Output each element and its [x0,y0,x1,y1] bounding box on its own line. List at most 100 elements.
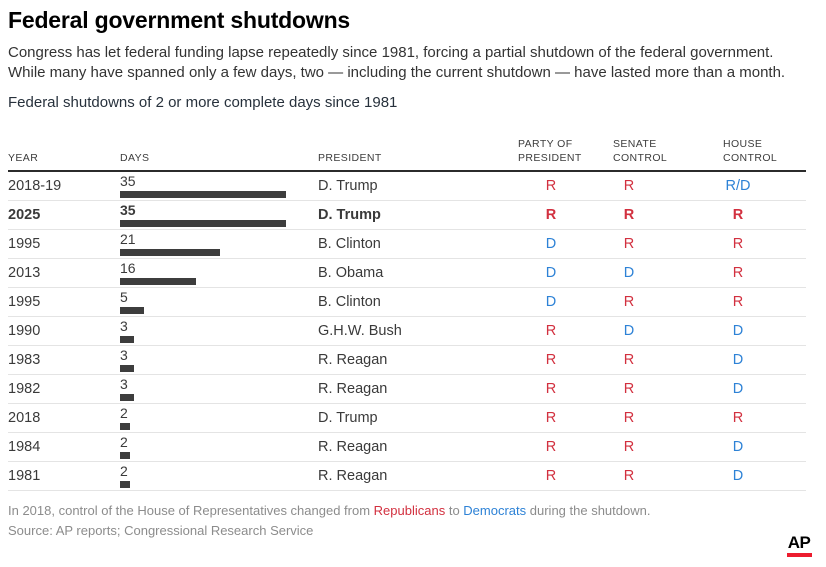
house-control-value: R [732,207,744,223]
days-cell: 2 [120,462,318,490]
president-cell: R. Reagan [318,439,388,455]
days-cell: 2 [120,404,318,432]
days-cell: 35 [120,172,318,200]
senate-control-cell: R [613,352,723,368]
house-control-value: D [732,439,744,455]
senate-control-value: R [623,439,635,455]
party-control-value: R [545,352,557,368]
senate-control-cell: D [613,323,723,339]
party-control-cell: R [518,410,613,426]
year-cell: 1981 [8,468,41,484]
party-control-cell: R [518,352,613,368]
table-row: 2025 35 D. Trump R R R [8,201,806,230]
ap-logo: AP [786,534,812,557]
days-cell: 3 [120,346,318,374]
senate-control-value: D [623,265,635,281]
senate-control-value: R [623,236,635,252]
senate-control-cell: R [613,294,723,310]
house-control-value: D [732,468,744,484]
table-row: 1981 2 R. Reagan R R D [8,462,806,491]
house-control-cell: D [723,468,806,484]
table-row: 1995 5 B. Clinton D R R [8,288,806,317]
chart-subtitle: Federal shutdowns of 2 or more complete … [8,94,398,111]
party-control-value: D [545,236,557,252]
party-control-value: R [545,410,557,426]
year-cell: 2013 [8,265,41,281]
days-cell: 2 [120,433,318,461]
days-cell: 5 [120,288,318,316]
days-value: 3 [120,347,128,363]
senate-control-cell: R [613,381,723,397]
table-row: 1983 3 R. Reagan R R D [8,346,806,375]
table-body: 2018-19 35 D. Trump R R R/D 2025 35 D. Trump R R R 1… [8,172,806,491]
days-cell: 3 [120,375,318,403]
party-control-cell: R [518,439,613,455]
president-cell: B. Obama [318,265,384,281]
year-cell: 1984 [8,439,41,455]
year-cell: 2018-19 [8,178,62,194]
party-control-value: R [545,439,557,455]
senate-control-cell: R [613,207,723,223]
house-control-value: R [732,294,744,310]
party-control-cell: D [518,236,613,252]
days-bar [120,365,134,372]
house-control-cell: R [723,265,806,281]
senate-control-cell: D [613,265,723,281]
party-control-cell: R [518,381,613,397]
table-row: 2018 2 D. Trump R R R [8,404,806,433]
party-control-cell: R [518,207,613,223]
days-value: 35 [120,202,136,218]
days-value: 3 [120,376,128,392]
house-control-cell: R [723,410,806,426]
party-control-cell: D [518,265,613,281]
column-header-senate: SENATE CONTROL [613,138,668,164]
days-cell: 3 [120,317,318,345]
year-cell: 1990 [8,323,41,339]
party-control-value: R [545,178,557,194]
days-cell: 16 [120,259,318,287]
house-control-cell: R [723,207,806,223]
table-row: 1984 2 R. Reagan R R D [8,433,806,462]
footnote-text: In 2018, control of the House of Represe… [8,503,374,518]
party-control-value: R [545,381,557,397]
column-header-house: HOUSE CONTROL [723,138,778,164]
house-control-value: D [732,381,744,397]
table-row: 2018-19 35 D. Trump R R R/D [8,172,806,201]
house-control-cell: D [723,323,806,339]
table-row: 2013 16 B. Obama D D R [8,259,806,288]
house-control-value: R [732,265,744,281]
days-value: 2 [120,405,128,421]
senate-control-value: R [623,352,635,368]
days-value: 5 [120,289,128,305]
party-control-cell: R [518,468,613,484]
days-value: 3 [120,318,128,334]
senate-control-cell: R [613,410,723,426]
days-cell: 21 [120,230,318,258]
senate-control-value: R [623,207,635,223]
table-header-row: YEAR DAYS PRESIDENT PARTY OF PRESIDENT SENAT… [8,137,806,172]
house-control-cell: D [723,439,806,455]
page-title: Federal government shutdowns [8,7,351,33]
president-cell: R. Reagan [318,468,388,484]
source-line: Source: AP reports; Congressional Resear… [8,523,314,538]
days-bar [120,249,220,256]
house-control-value: D [732,352,744,368]
senate-control-cell: R [613,178,723,194]
senate-control-cell: R [613,439,723,455]
president-cell: D. Trump [318,410,378,426]
senate-control-value: D [623,323,635,339]
party-control-cell: R [518,178,613,194]
days-bar [120,481,130,488]
president-cell: G.H.W. Bush [318,323,402,339]
house-control-value: R [732,236,744,252]
days-value: 16 [120,260,136,276]
days-bar [120,394,134,401]
shutdowns-table: YEAR DAYS PRESIDENT PARTY OF PRESIDENT SENAT… [8,137,806,491]
house-control-value: R [732,410,744,426]
senate-control-value: R [623,468,635,484]
house-control-value: D [732,323,744,339]
house-control-cell: R [723,236,806,252]
table-row: 1995 21 B. Clinton D R R [8,230,806,259]
intro-description: Congress has let federal funding lapse r… [8,44,786,81]
year-cell: 1982 [8,381,41,397]
